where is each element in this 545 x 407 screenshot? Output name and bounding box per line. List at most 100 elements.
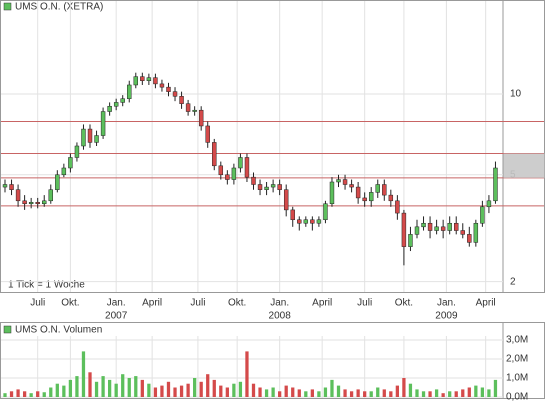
volume-bar bbox=[304, 391, 308, 397]
volume-bar bbox=[212, 379, 216, 397]
candle-body bbox=[342, 179, 348, 185]
volume-bar bbox=[251, 383, 256, 397]
candle-body bbox=[81, 128, 86, 147]
volume-title-swatch bbox=[3, 325, 12, 334]
candle-body bbox=[447, 222, 452, 231]
volume-bar bbox=[114, 383, 118, 397]
volume-bar bbox=[434, 389, 439, 397]
candle-body bbox=[9, 184, 14, 190]
volume-bar bbox=[186, 383, 190, 397]
y-tick-label: 10 bbox=[510, 89, 522, 100]
candle-body bbox=[316, 219, 322, 224]
candle-body bbox=[290, 209, 295, 221]
volume-bar bbox=[395, 385, 400, 397]
candle-body bbox=[94, 135, 99, 143]
candle-body bbox=[35, 202, 40, 205]
x-tick-label: Okt. bbox=[228, 298, 246, 309]
candle-body bbox=[493, 167, 498, 202]
volume-bar bbox=[467, 387, 471, 397]
x-tick-label: Jan. bbox=[437, 298, 456, 309]
candle-body bbox=[323, 203, 328, 221]
volume-bar bbox=[258, 387, 262, 397]
candle-body bbox=[87, 128, 93, 143]
x-tick-label: Jan. bbox=[107, 298, 126, 309]
volume-bar bbox=[408, 383, 413, 397]
volume-bar bbox=[179, 385, 184, 397]
candle-body bbox=[382, 184, 387, 196]
volume-tick-label: 1,0M bbox=[506, 373, 528, 384]
volume-bar bbox=[140, 379, 144, 397]
candle-body bbox=[22, 200, 27, 205]
candle-body bbox=[480, 206, 485, 224]
volume-bar bbox=[36, 391, 40, 397]
volume-bar bbox=[206, 374, 210, 397]
volume-bar bbox=[402, 378, 406, 397]
volume-bar bbox=[421, 391, 426, 397]
volume-bar bbox=[278, 391, 282, 397]
volume-bar bbox=[153, 387, 158, 397]
candle-body bbox=[55, 174, 60, 190]
candle-body bbox=[120, 98, 125, 103]
volume-tick-label: 0,0M bbox=[506, 392, 528, 403]
candle-body bbox=[408, 234, 413, 247]
volume-bar bbox=[127, 378, 131, 397]
volume-bar bbox=[474, 385, 478, 397]
volume-bar bbox=[238, 381, 243, 397]
volume-bar bbox=[323, 387, 328, 397]
candle-body bbox=[225, 174, 230, 180]
candle-body bbox=[329, 181, 335, 205]
candle-body bbox=[283, 189, 289, 211]
candle-body bbox=[127, 84, 132, 99]
volume-bar bbox=[55, 383, 59, 397]
volume-bar bbox=[349, 391, 354, 397]
candle-body bbox=[244, 157, 250, 178]
volume-bar bbox=[343, 389, 347, 397]
candle-body bbox=[198, 109, 204, 127]
candle-body bbox=[486, 200, 492, 208]
volume-bar bbox=[49, 387, 53, 397]
candle-body bbox=[100, 111, 106, 136]
candle-body bbox=[42, 200, 47, 205]
volume-bar bbox=[22, 391, 27, 397]
volume-bar bbox=[16, 389, 20, 397]
volume-tick-label: 3,0M bbox=[506, 335, 528, 346]
candle-body bbox=[395, 200, 400, 214]
candle-body bbox=[421, 222, 426, 228]
tick-note: 1 Tick = 1 Woche bbox=[8, 280, 85, 291]
volume-bar bbox=[245, 351, 249, 397]
candle-body bbox=[68, 157, 73, 169]
volume-bar bbox=[88, 372, 92, 397]
volume-bar bbox=[330, 379, 334, 397]
x-tick-label: April bbox=[312, 298, 332, 309]
volume-bar bbox=[441, 393, 445, 397]
volume-bar bbox=[363, 391, 367, 397]
x-year-label: 2007 bbox=[105, 311, 128, 322]
x-tick-label: Juli bbox=[30, 298, 45, 309]
candle-body bbox=[460, 230, 465, 235]
candle-body bbox=[270, 184, 276, 188]
volume-bar bbox=[160, 385, 164, 397]
candle-body bbox=[185, 103, 191, 112]
candle-body bbox=[440, 226, 446, 231]
candle-body bbox=[212, 142, 217, 167]
volume-bar bbox=[101, 376, 105, 397]
volume-bar bbox=[448, 391, 452, 397]
candle-body bbox=[159, 83, 165, 88]
volume-bar bbox=[480, 387, 485, 397]
candle-body bbox=[218, 165, 224, 176]
candle-body bbox=[192, 109, 197, 112]
volume-bar bbox=[81, 351, 86, 397]
candle-body bbox=[401, 212, 407, 247]
candle-body bbox=[140, 76, 145, 81]
chart-title: UMS O.N. (XETRA) bbox=[15, 2, 103, 13]
candle-body bbox=[434, 226, 439, 231]
candle-body bbox=[205, 125, 210, 143]
candle-body bbox=[297, 219, 302, 224]
candle-body bbox=[153, 77, 158, 85]
volume-bar bbox=[199, 381, 203, 397]
volume-bar bbox=[382, 389, 386, 397]
volume-bar bbox=[107, 379, 112, 397]
volume-bar bbox=[336, 385, 341, 397]
candle-body bbox=[388, 194, 394, 202]
candle-body bbox=[349, 184, 354, 188]
